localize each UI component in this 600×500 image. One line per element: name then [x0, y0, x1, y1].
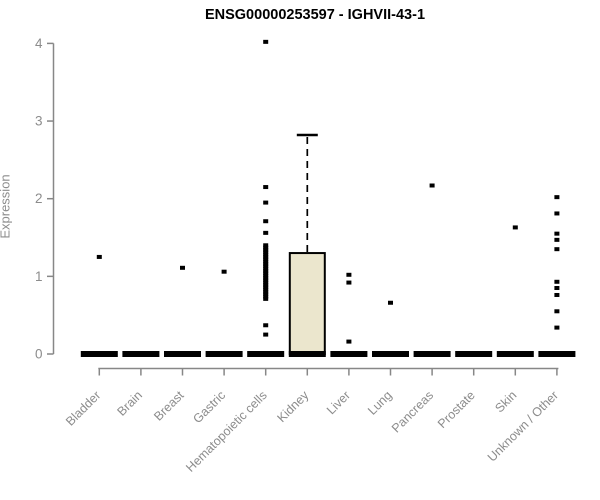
- outlier-point: [554, 325, 560, 330]
- outlier-point: [263, 254, 269, 259]
- outlier-point: [554, 292, 560, 297]
- median-bar: [455, 351, 493, 357]
- outlier-point: [554, 237, 560, 242]
- outlier-point: [263, 261, 269, 266]
- outlier-point: [263, 264, 269, 269]
- outlier-point: [263, 257, 269, 262]
- median-bar: [413, 351, 451, 357]
- median-bar: [164, 351, 201, 357]
- outlier-point: [263, 243, 269, 248]
- outlier-point: [263, 39, 269, 44]
- y-tick-label: 3: [35, 114, 43, 129]
- x-category-label: Liver: [324, 388, 353, 417]
- outlier-point: [554, 309, 560, 314]
- y-tick-label: 2: [35, 191, 43, 206]
- x-category-label: Pancreas: [389, 388, 436, 435]
- median-bar: [372, 351, 409, 357]
- outlier-point: [346, 280, 352, 285]
- outlier-point: [180, 265, 185, 270]
- outlier-point: [263, 200, 269, 205]
- outlier-point: [263, 219, 269, 224]
- box: [288, 252, 326, 355]
- outlier-point: [263, 296, 269, 301]
- y-tick-label: 0: [35, 347, 43, 362]
- median-bar: [247, 351, 285, 357]
- median-bar: [80, 351, 118, 357]
- y-tick-label: 1: [35, 269, 43, 284]
- outlier-point: [263, 245, 269, 250]
- outlier-point: [263, 185, 269, 190]
- outlier-point: [429, 183, 435, 188]
- outlier-point: [263, 292, 269, 297]
- median-bar: [122, 351, 160, 357]
- x-category-label: Skin: [492, 388, 519, 415]
- x-category-label: Breast: [151, 388, 187, 424]
- outlier-point: [554, 211, 560, 216]
- outlier-point: [263, 230, 269, 235]
- chart-title: ENSG00000253597 - IGHVII-43-1: [204, 7, 426, 23]
- outlier-point: [263, 252, 269, 257]
- outlier-point: [263, 280, 269, 285]
- outlier-point: [263, 282, 269, 287]
- outlier-point: [388, 300, 393, 305]
- outlier-point: [554, 231, 560, 236]
- outlier-point: [263, 250, 269, 255]
- outlier-point: [263, 332, 269, 337]
- x-category-label: Prostate: [435, 388, 478, 431]
- median-bar: [496, 351, 534, 357]
- outlier-point: [263, 287, 269, 292]
- median-bar: [205, 351, 243, 357]
- median-bar: [288, 351, 326, 357]
- x-category-label: Hematopoietic cells: [183, 388, 270, 475]
- median-bar: [538, 351, 576, 357]
- outlier-point: [263, 289, 269, 294]
- x-category-label: Lung: [365, 388, 395, 418]
- outlier-point: [263, 323, 269, 328]
- outlier-point: [554, 279, 560, 284]
- outlier-point: [263, 259, 269, 264]
- outlier-point: [554, 247, 560, 252]
- outlier-point: [263, 278, 269, 283]
- x-category-label: Gastric: [190, 388, 228, 426]
- outlier-point: [554, 285, 560, 290]
- median-bar: [330, 351, 368, 357]
- outlier-point: [263, 285, 269, 290]
- x-category-label: Bladder: [63, 388, 103, 428]
- x-category-label: Unknown / Other: [485, 388, 561, 464]
- y-tick-label: 4: [35, 36, 43, 51]
- outlier-point: [512, 225, 518, 230]
- outlier-point: [263, 275, 269, 280]
- outlier-point: [263, 266, 269, 271]
- outlier-point: [554, 195, 560, 200]
- outlier-point: [96, 254, 102, 259]
- outlier-point: [346, 272, 352, 277]
- outlier-point: [346, 339, 352, 344]
- x-category-label: Kidney: [274, 388, 311, 425]
- outlier-point: [263, 273, 269, 278]
- outlier-point: [263, 271, 269, 276]
- outlier-point: [263, 294, 269, 299]
- x-category-label: Brain: [114, 388, 145, 419]
- outlier-point: [263, 268, 269, 273]
- outlier-point: [263, 247, 269, 252]
- outlier-point: [221, 269, 227, 274]
